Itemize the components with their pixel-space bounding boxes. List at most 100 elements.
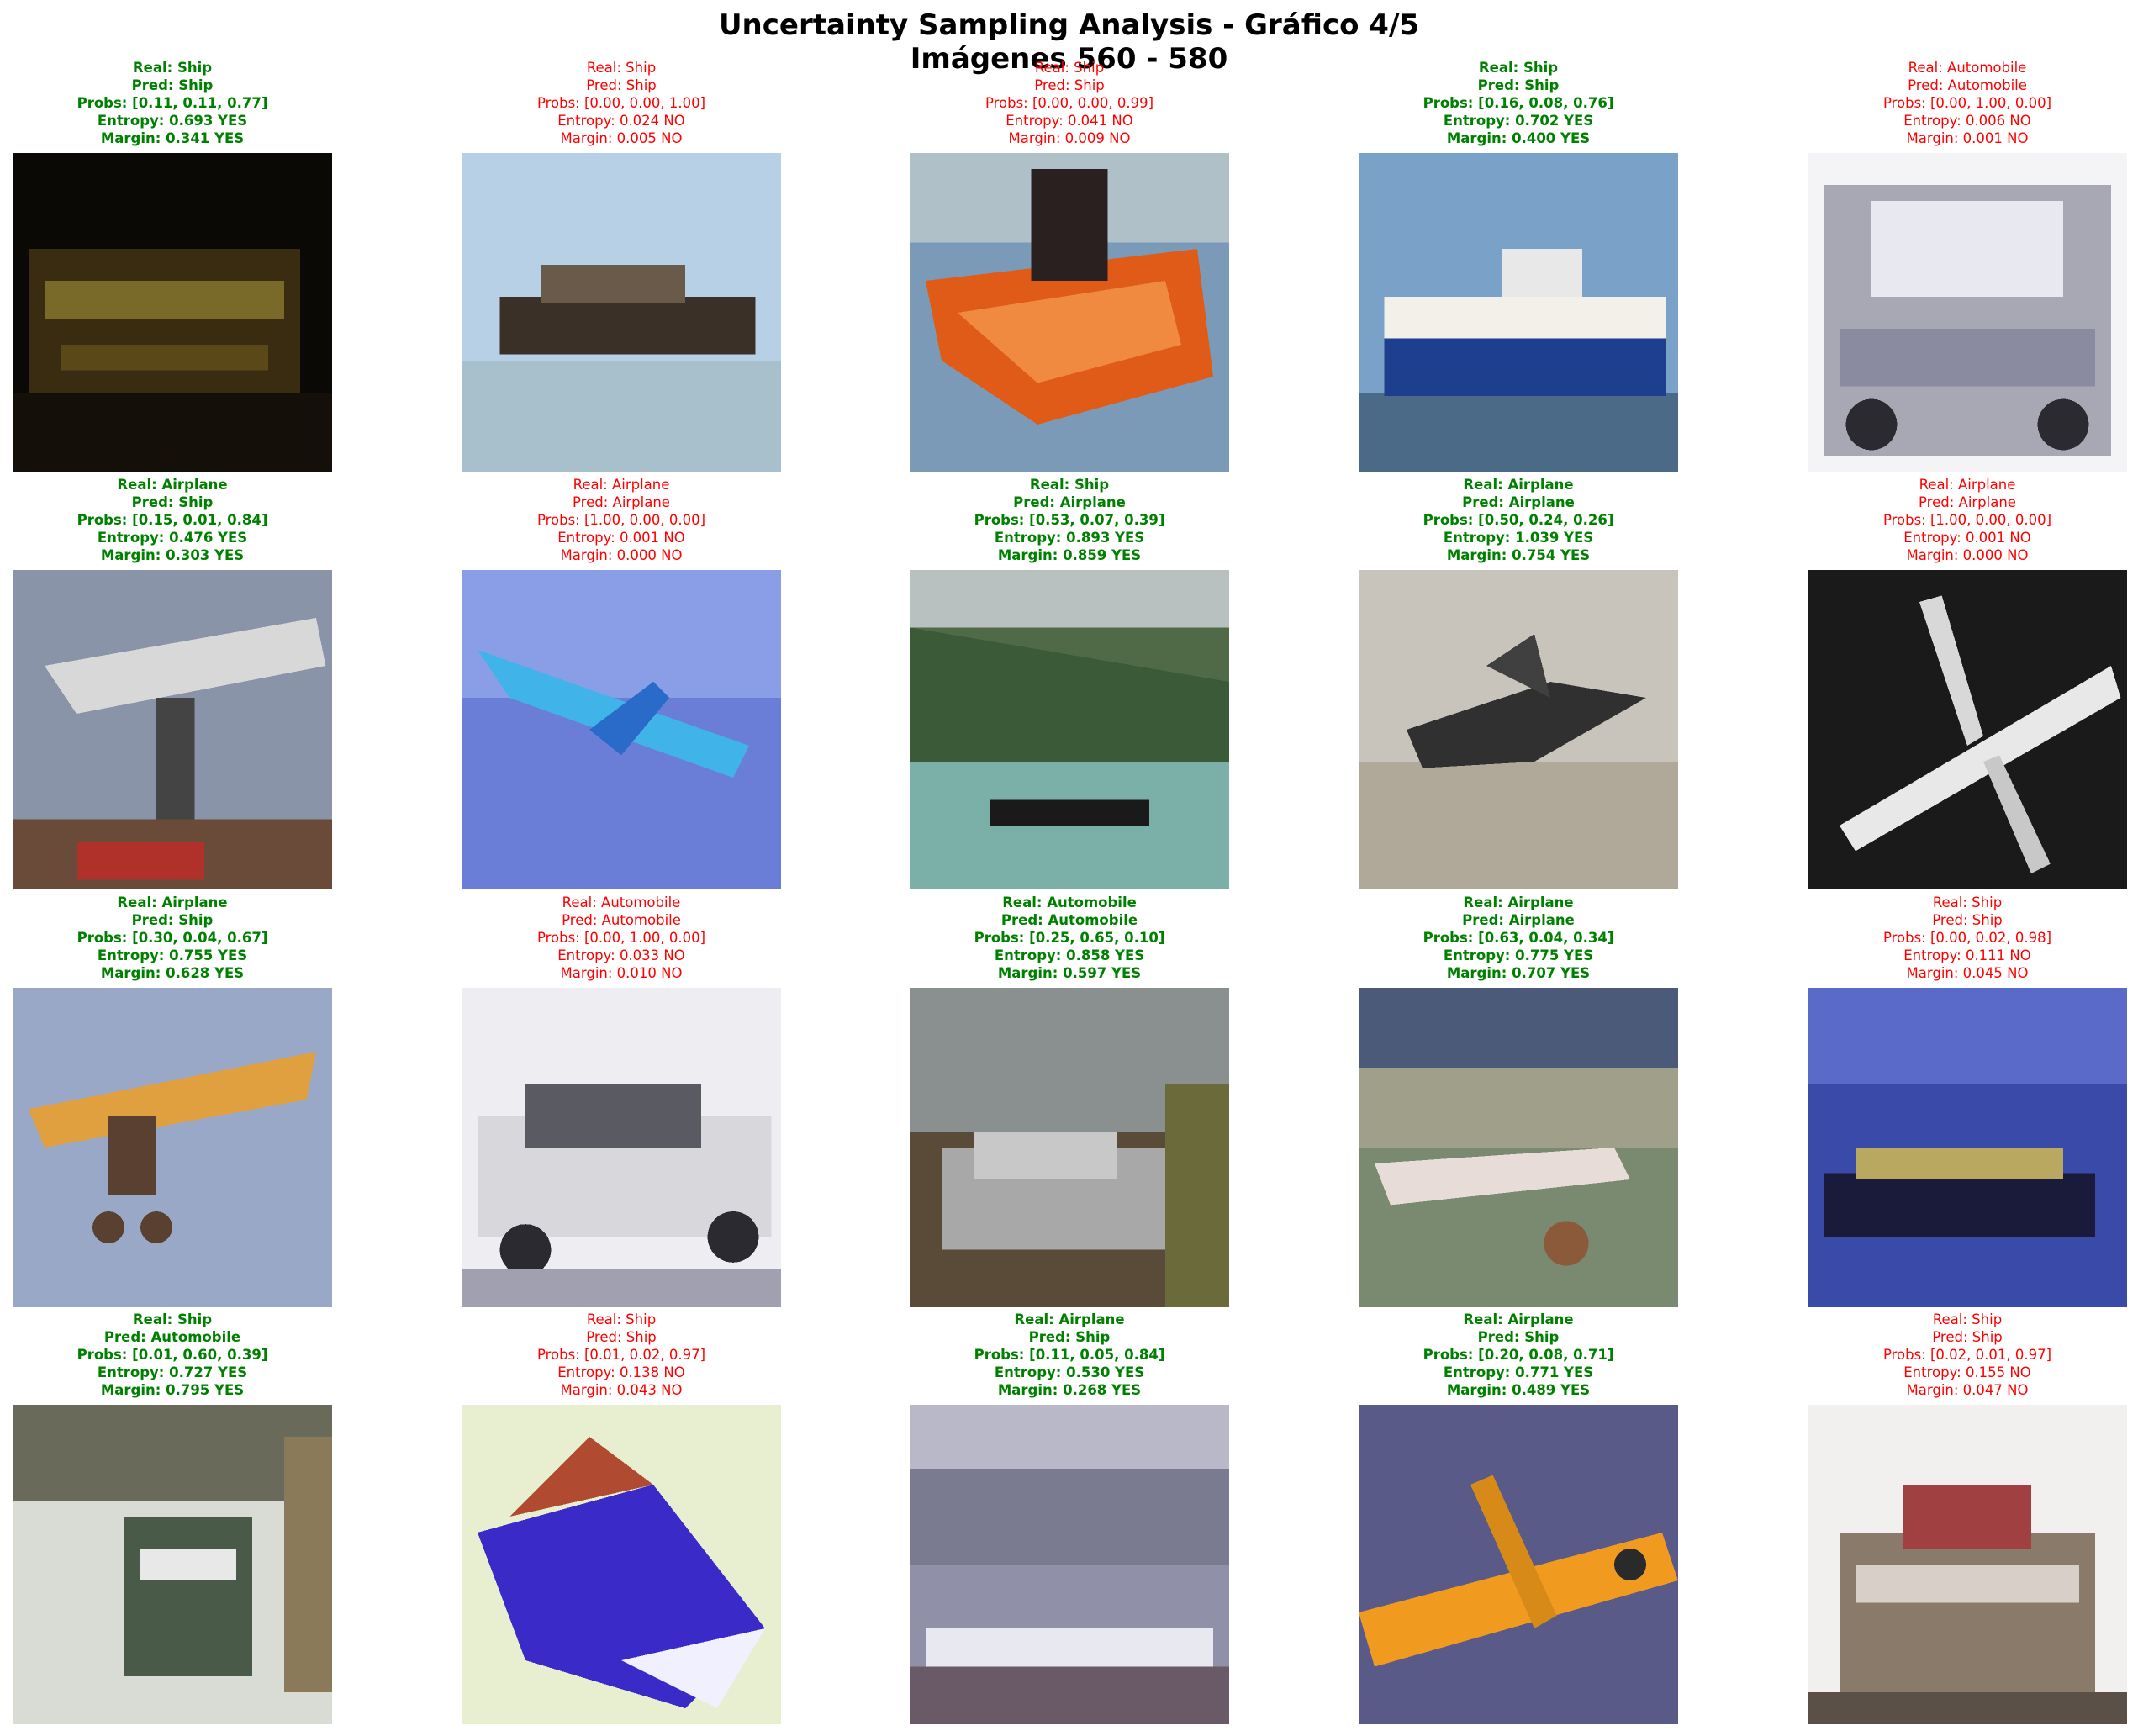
entropy-label: Entropy: 0.530 YES	[994, 1364, 1145, 1380]
sample-image	[910, 1405, 1229, 1724]
real-label: Real: Airplane	[117, 894, 228, 910]
margin-label: Margin: 0.000 NO	[1906, 547, 2029, 563]
margin-label: Margin: 0.047 NO	[1906, 1382, 2029, 1398]
sample-caption: Real: Airplane Pred: Airplane Probs: [0.63…	[1308, 894, 1729, 982]
entropy-label: Entropy: 0.001 NO	[557, 530, 685, 546]
sample-caption: Real: Ship Pred: Ship Probs: [0.11, 0.11, …	[0, 59, 383, 147]
margin-label: Margin: 0.489 YES	[1446, 1382, 1591, 1398]
sample-image	[462, 153, 781, 472]
pred-label: Pred: Automobile	[1000, 912, 1138, 928]
real-label: Real: Airplane	[1014, 1311, 1125, 1327]
figure-title: Uncertainty Sampling Analysis - Gráfico …	[0, 8, 2138, 76]
margin-label: Margin: 0.000 NO	[560, 547, 683, 563]
sample-caption: Real: Automobile Pred: Automobile Probs: […	[1757, 59, 2138, 147]
sample-caption: Real: Airplane Pred: Ship Probs: [0.11, 0.…	[859, 1311, 1280, 1399]
probs-label: Probs: [0.00, 0.02, 0.98]	[1882, 930, 2052, 946]
real-label: Real: Airplane	[1463, 477, 1574, 493]
real-label: Real: Ship	[1478, 60, 1559, 76]
pred-label: Pred: Ship	[1932, 912, 2003, 928]
sample-image	[13, 988, 332, 1307]
sample-image	[462, 1405, 781, 1724]
margin-label: Margin: 0.707 YES	[1446, 965, 1591, 981]
margin-label: Margin: 0.009 NO	[1008, 130, 1131, 146]
sample-caption: Real: Airplane Pred: Ship Probs: [0.15, 0.…	[0, 476, 383, 564]
probs-label: Probs: [0.00, 0.00, 1.00]	[536, 95, 706, 111]
entropy-label: Entropy: 0.893 YES	[994, 530, 1145, 546]
figure-title-line: Uncertainty Sampling Analysis - Gráfico …	[718, 8, 1420, 42]
pred-label: Pred: Airplane	[1013, 494, 1126, 510]
entropy-label: Entropy: 0.111 NO	[1903, 947, 2031, 963]
pred-label: Pred: Airplane	[1919, 494, 2016, 510]
real-label: Real: Ship	[1034, 60, 1105, 76]
sample-image	[910, 153, 1229, 472]
margin-label: Margin: 0.795 YES	[100, 1382, 245, 1398]
pred-label: Pred: Airplane	[1462, 912, 1575, 928]
margin-label: Margin: 0.628 YES	[100, 965, 245, 981]
margin-label: Margin: 0.045 NO	[1906, 965, 2029, 981]
entropy-label: Entropy: 0.775 YES	[1443, 947, 1594, 963]
entropy-label: Entropy: 0.476 YES	[97, 530, 248, 546]
margin-label: Margin: 0.597 YES	[997, 965, 1142, 981]
entropy-label: Entropy: 0.138 NO	[557, 1364, 685, 1380]
figure-subtitle-line: Imágenes 560 - 580	[910, 42, 1228, 76]
probs-label: Probs: [0.50, 0.24, 0.26]	[1423, 512, 1614, 528]
entropy-label: Entropy: 0.155 NO	[1903, 1364, 2031, 1380]
real-label: Real: Airplane	[1463, 1311, 1574, 1327]
margin-label: Margin: 0.303 YES	[100, 547, 245, 563]
real-label: Real: Ship	[586, 60, 657, 76]
sample-image	[1359, 570, 1678, 889]
entropy-label: Entropy: 0.755 YES	[97, 947, 248, 963]
pred-label: Pred: Airplane	[1462, 494, 1575, 510]
sample-caption: Real: Automobile Pred: Automobile Probs: […	[411, 894, 831, 982]
margin-label: Margin: 0.043 NO	[560, 1382, 683, 1398]
sample-image	[1359, 1405, 1678, 1724]
probs-label: Probs: [0.15, 0.01, 0.84]	[77, 512, 268, 528]
probs-label: Probs: [0.00, 0.00, 0.99]	[985, 95, 1154, 111]
real-label: Real: Ship	[1932, 1311, 2003, 1327]
sample-caption: Real: Airplane Pred: Airplane Probs: [1.00…	[411, 476, 831, 564]
sample-caption: Real: Ship Pred: Ship Probs: [0.00, 0.00, …	[411, 59, 831, 147]
pred-label: Pred: Ship	[131, 912, 214, 928]
real-label: Real: Ship	[586, 1311, 657, 1327]
probs-label: Probs: [0.20, 0.08, 0.71]	[1423, 1347, 1614, 1363]
probs-label: Probs: [0.01, 0.02, 0.97]	[536, 1347, 706, 1363]
margin-label: Margin: 0.268 YES	[997, 1382, 1142, 1398]
pred-label: Pred: Automobile	[562, 912, 681, 928]
sample-image	[1808, 153, 2127, 472]
probs-label: Probs: [0.00, 1.00, 0.00]	[536, 930, 706, 946]
margin-label: Margin: 0.859 YES	[997, 547, 1142, 563]
probs-label: Probs: [0.01, 0.60, 0.39]	[77, 1347, 268, 1363]
probs-label: Probs: [0.00, 1.00, 0.00]	[1882, 95, 2052, 111]
pred-label: Pred: Ship	[1028, 1329, 1111, 1345]
entropy-label: Entropy: 0.693 YES	[97, 113, 248, 129]
sample-caption: Real: Ship Pred: Airplane Probs: [0.53, 0.…	[859, 476, 1280, 564]
margin-label: Margin: 0.341 YES	[100, 130, 245, 146]
entropy-label: Entropy: 0.033 NO	[557, 947, 685, 963]
pred-label: Pred: Ship	[586, 77, 657, 93]
sample-image	[1808, 988, 2127, 1307]
real-label: Real: Airplane	[117, 477, 228, 493]
real-label: Real: Automobile	[562, 894, 681, 910]
sample-image	[1359, 988, 1678, 1307]
pred-label: Pred: Automobile	[103, 1329, 241, 1345]
pred-label: Pred: Airplane	[573, 494, 670, 510]
sample-image	[910, 988, 1229, 1307]
sample-image	[13, 570, 332, 889]
entropy-label: Entropy: 1.039 YES	[1443, 530, 1594, 546]
margin-label: Margin: 0.001 NO	[1906, 130, 2029, 146]
entropy-label: Entropy: 0.041 NO	[1006, 113, 1133, 129]
entropy-label: Entropy: 0.727 YES	[97, 1364, 248, 1380]
sample-image	[13, 153, 332, 472]
sample-caption: Real: Ship Pred: Ship Probs: [0.00, 0.02, …	[1757, 894, 2138, 982]
probs-label: Probs: [0.11, 0.11, 0.77]	[77, 95, 268, 111]
real-label: Real: Ship	[1029, 477, 1110, 493]
sample-caption: Real: Airplane Pred: Airplane Probs: [0.50…	[1308, 476, 1729, 564]
margin-label: Margin: 0.010 NO	[560, 965, 683, 981]
sample-caption: Real: Automobile Pred: Automobile Probs: […	[859, 894, 1280, 982]
pred-label: Pred: Ship	[586, 1329, 657, 1345]
probs-label: Probs: [1.00, 0.00, 0.00]	[1882, 512, 2052, 528]
sample-caption: Real: Airplane Pred: Ship Probs: [0.30, 0.…	[0, 894, 383, 982]
sample-image	[910, 570, 1229, 889]
sample-caption: Real: Airplane Pred: Ship Probs: [0.20, 0.…	[1308, 1311, 1729, 1399]
sample-image	[1808, 570, 2127, 889]
